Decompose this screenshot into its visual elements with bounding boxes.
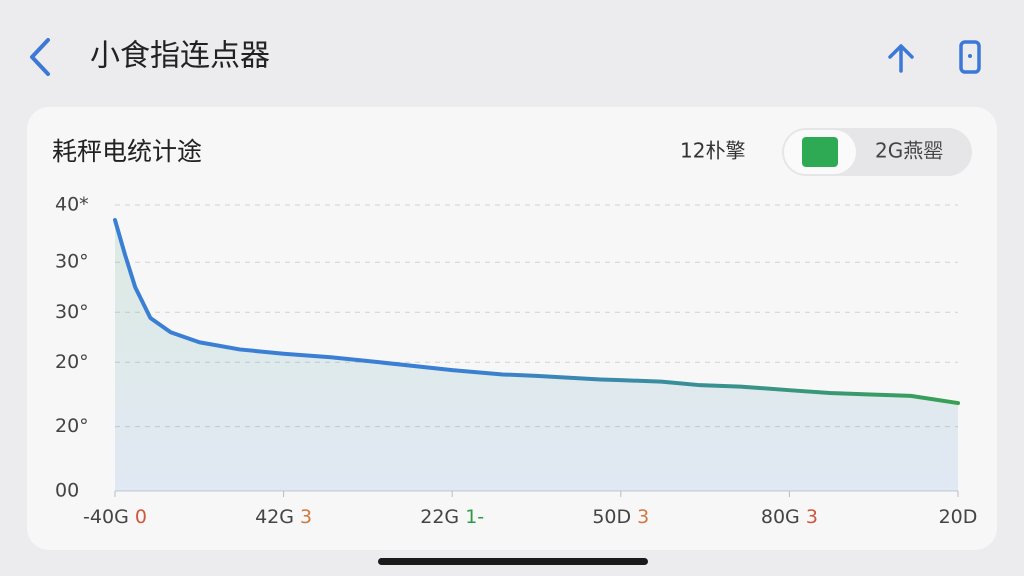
x-tick-text: 22G (420, 506, 459, 528)
home-indicator (378, 558, 648, 565)
device-dot (968, 54, 972, 58)
back-button[interactable] (30, 38, 50, 76)
x-tick-label: 22G 1- (420, 506, 484, 528)
x-tick-label: 50D 3 (592, 506, 649, 528)
x-tick-text: 80G (761, 506, 800, 528)
legend-swatch (802, 137, 838, 167)
x-tick-suffix: 3 (300, 506, 312, 528)
share-button[interactable] (888, 44, 914, 73)
y-tick-label: 20° (55, 415, 89, 437)
x-tick-text: -40G (83, 506, 129, 528)
x-tick-suffix: 1- (465, 506, 484, 528)
x-tick-text: 50D (592, 506, 631, 528)
y-tick-label: 30° (55, 301, 89, 323)
x-tick-suffix: 3 (806, 506, 818, 528)
y-tick-label: 20° (55, 351, 89, 373)
x-tick-suffix: 3 (637, 506, 649, 528)
header-title: 小食指连点器 (90, 39, 270, 74)
y-tick-label: 00 (55, 480, 79, 502)
area (115, 220, 958, 491)
line (113, 218, 960, 406)
count-label: 12朴擎 (680, 139, 745, 163)
card-title: 耗秤电统计途 (52, 137, 202, 166)
x-tick-label: 42G 3 (255, 506, 312, 528)
y-tick-label: 30° (55, 251, 89, 273)
x-tick-label: 80G 3 (761, 506, 818, 528)
device-button[interactable] (959, 40, 981, 74)
x-tick-label: 20D (939, 506, 978, 528)
x-tick-label: -40G 0 (83, 506, 147, 528)
x-tick-text: 20D (939, 506, 978, 528)
x-tick-suffix: 0 (135, 506, 147, 528)
toggle-label: 2G燕罂 (875, 139, 943, 163)
x-tick-text: 42G (255, 506, 294, 528)
y-tick-label: 40* (55, 194, 89, 216)
